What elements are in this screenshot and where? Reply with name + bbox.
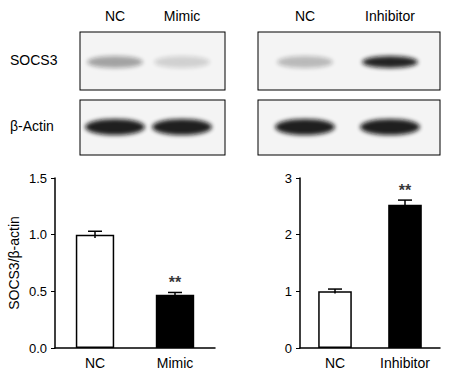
svg-text:0: 0 bbox=[285, 341, 292, 356]
svg-text:Inhibitor: Inhibitor bbox=[380, 355, 430, 371]
svg-text:0.0: 0.0 bbox=[29, 341, 47, 356]
svg-text:SOCS3/β-actin: SOCS3/β-actin bbox=[6, 216, 22, 310]
svg-text:2: 2 bbox=[285, 227, 292, 242]
svg-text:1: 1 bbox=[285, 284, 292, 299]
svg-text:Mimic: Mimic bbox=[157, 355, 194, 371]
svg-text:3: 3 bbox=[285, 171, 292, 186]
html-text:Mimic: Mimic bbox=[163, 8, 201, 24]
svg-text:0.5: 0.5 bbox=[29, 284, 47, 299]
html-text:NC: NC bbox=[294, 8, 316, 24]
svg-text:NC: NC bbox=[325, 355, 345, 371]
svg-text:NC: NC bbox=[85, 355, 105, 371]
html-text:SOCS3: SOCS3 bbox=[10, 52, 58, 68]
html-text:Inhibitor: Inhibitor bbox=[365, 8, 415, 24]
svg-text:**: ** bbox=[169, 274, 182, 291]
svg-text:1.5: 1.5 bbox=[29, 171, 47, 186]
svg-text:1.0: 1.0 bbox=[29, 227, 47, 242]
svg-text:**: ** bbox=[399, 182, 412, 199]
html-text:β-Actin: β-Actin bbox=[10, 118, 54, 134]
html-text:NC: NC bbox=[104, 8, 126, 24]
